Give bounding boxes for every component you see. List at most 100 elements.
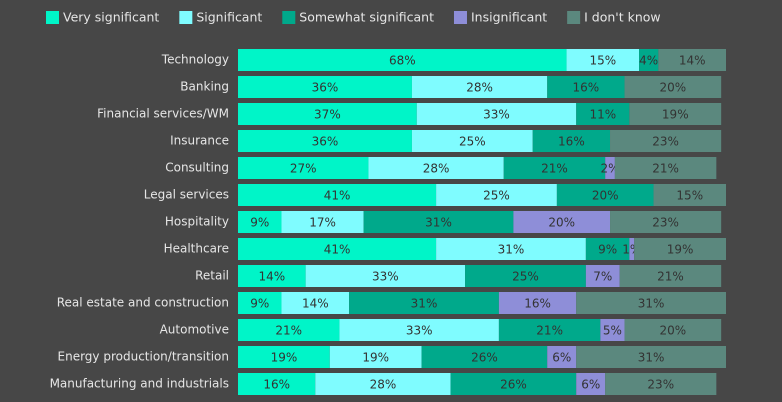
- value-label: 26%: [471, 351, 498, 365]
- bar-segment: [619, 265, 722, 287]
- value-label: 33%: [406, 324, 433, 338]
- value-label: 9%: [250, 216, 269, 230]
- value-label: 6%: [581, 378, 600, 392]
- value-label: 14%: [679, 54, 706, 68]
- bar-segment: [416, 103, 577, 125]
- bar-segment: [238, 184, 437, 206]
- value-label: 27%: [290, 162, 317, 176]
- value-label: 20%: [548, 216, 575, 230]
- category-label: Consulting: [165, 161, 229, 175]
- bar-segment: [629, 238, 635, 260]
- bar-segment: [556, 184, 654, 206]
- value-label: 37%: [314, 108, 341, 122]
- value-label: 20%: [660, 324, 687, 338]
- value-label: 25%: [459, 135, 486, 149]
- value-label: 31%: [425, 216, 452, 230]
- value-label: 19%: [667, 243, 694, 257]
- bar-segment: [238, 157, 369, 179]
- bar-segment: [566, 49, 640, 71]
- value-label: 6%: [552, 351, 571, 365]
- value-label: 9%: [598, 243, 617, 257]
- value-label: 19%: [362, 351, 389, 365]
- bar-segment: [585, 238, 630, 260]
- category-label: Automotive: [160, 323, 229, 337]
- category-label: Manufacturing and industrials: [50, 377, 229, 391]
- value-label: 41%: [324, 189, 351, 203]
- value-label: 17%: [309, 216, 336, 230]
- bar-segment: [281, 211, 364, 233]
- value-label: 36%: [312, 135, 339, 149]
- legend-swatch: [567, 11, 581, 24]
- value-label: 31%: [411, 297, 438, 311]
- bar-segment: [349, 292, 499, 314]
- bar-segment: [513, 211, 611, 233]
- value-label: 15%: [589, 54, 616, 68]
- bar-segment: [238, 49, 567, 71]
- bar-segment: [629, 103, 722, 125]
- category-label: Retail: [195, 269, 229, 283]
- bar-segment: [624, 76, 722, 98]
- bar-segment: [238, 130, 412, 152]
- value-label: 20%: [660, 81, 687, 95]
- bar-segment: [281, 292, 350, 314]
- value-label: 31%: [638, 297, 665, 311]
- value-label: 4%: [639, 54, 658, 68]
- legend-label: Very significant: [63, 10, 159, 25]
- bar-segment: [436, 184, 557, 206]
- bar-segment: [503, 157, 606, 179]
- bar-segment: [329, 346, 422, 368]
- legend-label: I don't know: [584, 10, 661, 25]
- value-label: 19%: [271, 351, 298, 365]
- legend-swatch: [179, 11, 193, 24]
- bar-segment: [576, 292, 726, 314]
- value-label: 23%: [647, 378, 674, 392]
- bar-segment: [614, 157, 717, 179]
- category-label: Hospitality: [165, 215, 229, 229]
- bar-segment: [658, 49, 726, 71]
- bar-segment: [238, 346, 330, 368]
- bar-segment: [450, 373, 577, 395]
- value-label: 28%: [423, 162, 450, 176]
- value-label: 31%: [498, 243, 525, 257]
- legend-swatch: [282, 11, 296, 24]
- bar-segment: [238, 319, 340, 341]
- category-label: Banking: [180, 80, 229, 94]
- bar-segment: [238, 373, 316, 395]
- bar-segment: [238, 103, 417, 125]
- bar-segment: [238, 292, 282, 314]
- bar-segment: [305, 265, 466, 287]
- bar-segment: [585, 265, 620, 287]
- bar-segment: [547, 346, 577, 368]
- bar-segment: [547, 76, 625, 98]
- bar-segment: [610, 130, 722, 152]
- value-label: 9%: [250, 297, 269, 311]
- category-label: Insurance: [170, 134, 229, 148]
- value-label: 28%: [466, 81, 493, 95]
- value-label: 16%: [573, 81, 600, 95]
- bar-segment: [238, 211, 282, 233]
- legend-swatch: [46, 11, 59, 24]
- value-label: 33%: [372, 270, 399, 284]
- bar-segment: [238, 265, 306, 287]
- value-label: 21%: [275, 324, 302, 338]
- category-label: Legal services: [144, 188, 229, 202]
- legend-label: Insignificant: [471, 10, 547, 25]
- value-label: 16%: [263, 378, 290, 392]
- bar-segment: [498, 319, 601, 341]
- legend-label: Somewhat significant: [299, 10, 434, 25]
- bar-segment: [339, 319, 499, 341]
- bar-segment: [624, 319, 722, 341]
- value-label: 5%: [603, 324, 622, 338]
- legend-swatch: [453, 11, 467, 24]
- bar-segment: [639, 49, 659, 71]
- value-label: 23%: [652, 216, 679, 230]
- bar-segment: [605, 157, 615, 179]
- bar-segment: [498, 292, 577, 314]
- bar-segment: [532, 130, 611, 152]
- value-label: 41%: [324, 243, 351, 257]
- bar-segment: [436, 238, 586, 260]
- bar-segment: [411, 130, 533, 152]
- category-label: Healthcare: [164, 242, 229, 256]
- value-label: 14%: [302, 297, 329, 311]
